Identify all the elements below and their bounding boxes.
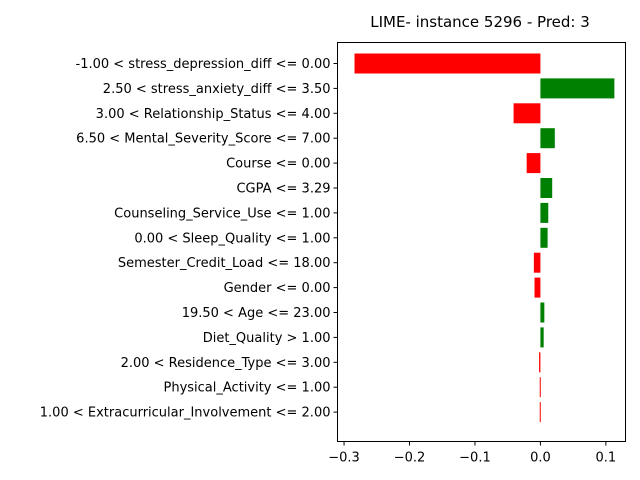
bar-1 bbox=[354, 53, 541, 74]
category-label: Gender <= 0.00 bbox=[224, 281, 331, 296]
bar-2 bbox=[540, 78, 615, 99]
chart-title: LIME- instance 5296 - Pred: 3 bbox=[370, 13, 590, 31]
category-label: Course <= 0.00 bbox=[226, 157, 330, 172]
bar-15 bbox=[539, 402, 541, 423]
category-label: Diet_Quality > 1.00 bbox=[203, 331, 331, 346]
x-ticks-group: −0.3 −0.2 −0.1 0.0 0.1 bbox=[328, 441, 617, 466]
bar-4 bbox=[540, 128, 555, 149]
x-tick-label: −0.2 bbox=[394, 451, 426, 466]
bar-7 bbox=[540, 202, 549, 223]
category-label: -1.00 < stress_depression_diff <= 0.00 bbox=[76, 57, 331, 72]
bar-3 bbox=[513, 103, 541, 124]
x-tick-label: −0.3 bbox=[328, 451, 360, 466]
category-label: 1.00 < Extracurricular_Involvement <= 2.… bbox=[40, 406, 331, 421]
bar-12 bbox=[540, 327, 544, 348]
bar-14 bbox=[539, 377, 541, 398]
bar-9 bbox=[533, 252, 541, 273]
category-label: 6.50 < Mental_Severity_Score <= 7.00 bbox=[76, 132, 330, 147]
category-label: 3.00 < Relationship_Status <= 4.00 bbox=[96, 107, 331, 122]
bar-5 bbox=[526, 153, 541, 174]
category-label: 19.50 < Age <= 23.00 bbox=[182, 306, 331, 321]
category-label: 0.00 < Sleep_Quality <= 1.00 bbox=[134, 231, 330, 246]
bar-8 bbox=[540, 227, 548, 248]
bar-13 bbox=[539, 352, 541, 373]
bar-11 bbox=[540, 302, 545, 323]
x-tick-label: 0.1 bbox=[596, 451, 617, 466]
category-label: Physical_Activity <= 1.00 bbox=[164, 381, 331, 396]
category-label: 2.50 < stress_anxiety_diff <= 3.50 bbox=[103, 82, 331, 97]
category-label: 2.00 < Residence_Type <= 3.00 bbox=[121, 356, 331, 371]
bar-6 bbox=[540, 178, 553, 198]
category-label: Semester_Credit_Load <= 18.00 bbox=[118, 256, 331, 271]
x-tick-label: −0.1 bbox=[459, 451, 491, 466]
category-label: CGPA <= 3.29 bbox=[236, 182, 330, 197]
category-label: Counseling_Service_Use <= 1.00 bbox=[114, 206, 330, 221]
x-tick-label: 0.0 bbox=[530, 451, 551, 466]
bar-10 bbox=[534, 277, 541, 298]
plot-frame bbox=[337, 42, 626, 442]
bars-group bbox=[354, 53, 615, 423]
category-labels-group: -1.00 < stress_depression_diff <= 0.00 2.… bbox=[40, 57, 338, 421]
